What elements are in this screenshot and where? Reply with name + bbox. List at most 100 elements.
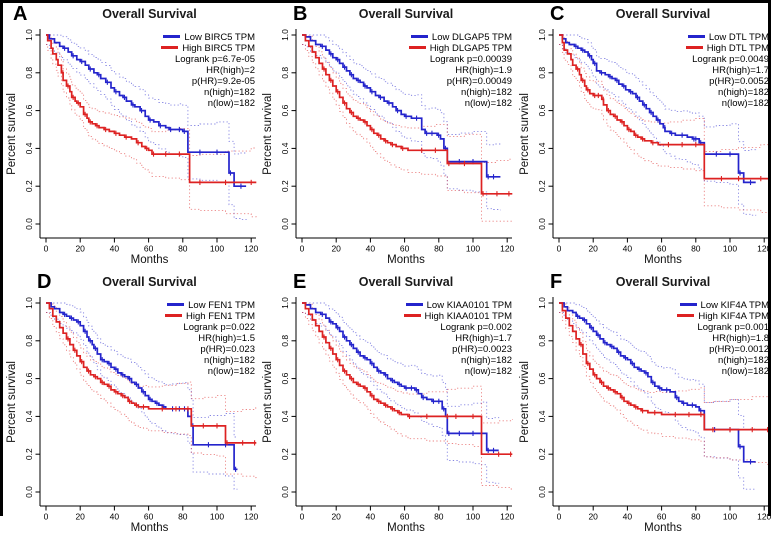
panel-letter: C xyxy=(550,3,565,25)
y-axis-label: Percent survival xyxy=(262,93,274,175)
svg-text:0.6: 0.6 xyxy=(280,104,290,116)
stat-hr: HR(high)=1.7 xyxy=(712,65,769,76)
legend-low-label: Low KIAA0101 TPM xyxy=(426,300,512,311)
legend-high-label: High BIRC5 TPM xyxy=(182,43,255,54)
legend: Low KIF4A TPM High KIF4A TPM Logrank p=0… xyxy=(677,300,769,377)
panel-letter: A xyxy=(13,3,28,25)
svg-text:120: 120 xyxy=(757,244,771,254)
svg-text:0.8: 0.8 xyxy=(24,335,34,347)
svg-text:0.0: 0.0 xyxy=(24,218,34,230)
stat-hr: HR(high)=1.5 xyxy=(198,333,255,344)
low-line-swatch xyxy=(167,302,185,306)
legend-entry-low: Low FEN1 TPM xyxy=(165,300,255,311)
svg-text:20: 20 xyxy=(588,244,598,254)
stat-phr: p(HR)=0.0052 xyxy=(709,76,769,87)
svg-text:0.4: 0.4 xyxy=(24,142,34,154)
svg-text:1.0: 1.0 xyxy=(24,297,34,309)
svg-text:0.2: 0.2 xyxy=(24,448,34,460)
svg-text:0.4: 0.4 xyxy=(24,410,34,422)
panel-f: 0 20 40 60 80 100 120 0.0 0.2 0.4 0.6 0.8 1.0 F Over… xyxy=(516,271,773,542)
stat-logrank: Logrank p=0.00039 xyxy=(429,54,512,65)
stat-nlow: n(low)=182 xyxy=(721,98,769,109)
legend: Low FEN1 TPM High FEN1 TPM Logrank p=0.0… xyxy=(165,300,255,377)
stat-nlow: n(low)=182 xyxy=(207,366,255,377)
y-axis-label: Percent survival xyxy=(519,93,531,175)
svg-text:80: 80 xyxy=(434,244,444,254)
stat-logrank: Logrank p=0.022 xyxy=(183,322,255,333)
svg-text:120: 120 xyxy=(244,512,258,522)
high-line-swatch xyxy=(165,313,183,317)
stat-logrank: Logrank p=0.002 xyxy=(440,322,512,333)
km-plot-f: 0 20 40 60 80 100 120 0.0 0.2 0.4 0.6 0.8 1.0 xyxy=(537,297,772,522)
svg-text:60: 60 xyxy=(144,244,154,254)
svg-text:1.0: 1.0 xyxy=(24,29,34,41)
legend-high-label: High FEN1 TPM xyxy=(186,311,255,322)
low-line-swatch xyxy=(163,34,181,38)
svg-text:0.0: 0.0 xyxy=(537,218,547,230)
panel-title: Overall Survival xyxy=(358,7,454,21)
svg-text:1.0: 1.0 xyxy=(537,297,547,309)
legend: Low DTL TPM High DTL TPM Logrank p=0.004… xyxy=(685,32,769,109)
legend-entry-high: High BIRC5 TPM xyxy=(161,43,255,54)
legend: Low KIAA0101 TPM High KIAA0101 TPM Logra… xyxy=(403,300,512,377)
legend-high-label: High DTL TPM xyxy=(706,43,769,54)
svg-text:1.0: 1.0 xyxy=(280,297,290,309)
stat-hr: HR(high)=1.8 xyxy=(712,333,769,344)
x-axis-label: Months xyxy=(644,522,682,534)
panel-title: Overall Survival xyxy=(358,275,454,289)
y-axis-label: Percent survival xyxy=(262,361,274,443)
legend-entry-low: Low KIF4A TPM xyxy=(677,300,769,311)
low-line-swatch xyxy=(410,34,428,38)
legend-entry-high: High FEN1 TPM xyxy=(165,311,255,322)
stat-hr: HR(high)=1.7 xyxy=(455,333,512,344)
km-plot-b: 0 20 40 60 80 100 120 0.0 0.2 0.4 0.6 0.8 1.0 xyxy=(280,29,515,254)
svg-text:0.2: 0.2 xyxy=(24,180,34,192)
svg-text:100: 100 xyxy=(466,512,480,522)
svg-text:100: 100 xyxy=(210,512,224,522)
svg-text:0.6: 0.6 xyxy=(24,372,34,384)
svg-text:0.0: 0.0 xyxy=(24,486,34,498)
svg-text:20: 20 xyxy=(588,512,598,522)
stat-hr: HR(high)=1.9 xyxy=(455,65,512,76)
panel-c: 0 20 40 60 80 100 120 0.0 0.2 0.4 0.6 0.8 1.0 C Over… xyxy=(516,3,773,271)
svg-text:100: 100 xyxy=(466,244,480,254)
stat-logrank: Logrank p=0.0049 xyxy=(692,54,769,65)
high-line-swatch xyxy=(161,45,179,49)
high-line-swatch xyxy=(685,45,703,49)
svg-text:80: 80 xyxy=(691,244,701,254)
stat-phr: p(HR)=9.2e-05 xyxy=(191,76,255,87)
svg-text:1.0: 1.0 xyxy=(280,29,290,41)
svg-text:80: 80 xyxy=(178,512,188,522)
x-axis-label: Months xyxy=(644,254,682,266)
x-axis-label: Months xyxy=(130,254,169,266)
legend-entry-high: High DLGAP5 TPM xyxy=(408,43,512,54)
panel-title: Overall Survival xyxy=(615,275,711,289)
svg-text:120: 120 xyxy=(500,512,514,522)
stat-hr: HR(high)=2 xyxy=(206,65,255,76)
svg-text:60: 60 xyxy=(657,512,667,522)
svg-text:0: 0 xyxy=(44,244,49,254)
panel-a: 0 20 40 60 80 100 120 0.0 0.2 0.4 0.6 0.8 1.0 A Over… xyxy=(3,3,259,271)
y-axis-label: Percent survival xyxy=(6,93,18,175)
legend-high-label: High KIAA0101 TPM xyxy=(424,311,512,322)
panel-e: 0 20 40 60 80 100 120 0.0 0.2 0.4 0.6 0.8 1.0 E Over… xyxy=(259,271,516,542)
low-line-swatch xyxy=(405,302,423,306)
svg-text:40: 40 xyxy=(366,244,376,254)
svg-text:40: 40 xyxy=(110,244,120,254)
svg-text:20: 20 xyxy=(75,244,85,254)
panel-letter: D xyxy=(37,271,52,293)
svg-text:0.6: 0.6 xyxy=(537,372,547,384)
svg-text:100: 100 xyxy=(723,244,737,254)
svg-text:1.0: 1.0 xyxy=(537,29,547,41)
legend-low-label: Low FEN1 TPM xyxy=(188,300,255,311)
svg-text:0.2: 0.2 xyxy=(537,448,547,460)
stat-phr: p(HR)=0.0012 xyxy=(709,344,769,355)
svg-text:0.4: 0.4 xyxy=(537,142,547,154)
low-line-swatch xyxy=(679,302,697,306)
stat-nhigh: n(high)=182 xyxy=(461,355,512,366)
svg-text:0.0: 0.0 xyxy=(537,486,547,498)
svg-text:0.8: 0.8 xyxy=(537,335,547,347)
legend-entry-high: High KIF4A TPM xyxy=(677,311,769,322)
legend: Low DLGAP5 TPM High DLGAP5 TPM Logrank p… xyxy=(408,32,512,109)
